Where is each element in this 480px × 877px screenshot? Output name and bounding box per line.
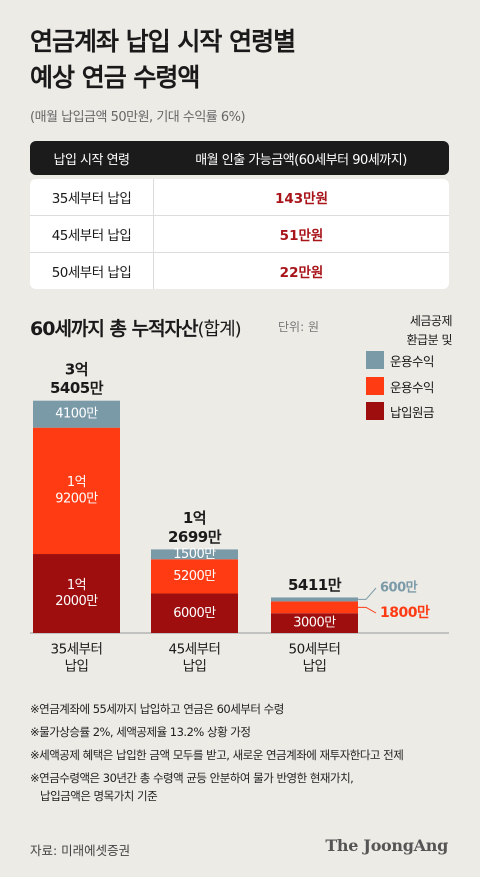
chart-title-main: 60세까지 총 누적자산: [30, 318, 199, 340]
brand-logo: The JoongAng: [325, 836, 448, 855]
segment-label: 3000만: [293, 616, 336, 631]
segment-label: 1억: [67, 578, 86, 593]
bar-segment: [151, 559, 238, 594]
category-label: 납입: [183, 658, 207, 674]
segment-label: 5200만: [173, 569, 216, 584]
bar-segment: [271, 613, 358, 633]
legend-label: 납입원금: [390, 404, 435, 420]
segment-label: 2000만: [55, 594, 98, 609]
total-label: 5411만: [288, 576, 342, 594]
chart-unit: 단위: 원: [278, 320, 319, 334]
bar-segment: [33, 554, 120, 633]
table-row: 45세부터 납입 51만원: [30, 216, 449, 253]
table-cell-amount: 143만원: [153, 179, 449, 215]
table-cell-amount: 22만원: [153, 253, 449, 289]
title-line-1: 연금계좌 납입 시작 연령별: [30, 27, 296, 56]
bar-segment: [271, 601, 358, 614]
bar-segment: [33, 400, 120, 428]
segment-label: 6000만: [173, 606, 216, 621]
total-label: 2699만: [168, 528, 222, 546]
callout-line: [358, 606, 377, 614]
legend-swatch: [366, 351, 384, 369]
table-body: 35세부터 납입 143만원 45세부터 납입 51만원 50세부터 납입 22…: [30, 179, 449, 289]
total-label: 5405만: [50, 379, 104, 397]
legend-heading-line2: 환급분 및: [406, 333, 453, 347]
legend-swatch: [366, 377, 384, 395]
bar-segment: [151, 593, 238, 633]
footnote-line: ※물가상승률 2%, 세액공제율 13.2% 상황 가정: [30, 725, 251, 739]
footnote: ※연금계좌에 55세까지 납입하고 연금은 60세부터 수령: [30, 700, 403, 718]
table-row: 50세부터 납입 22만원: [30, 253, 449, 289]
legend-item-returns: 운용수익: [366, 377, 435, 395]
table-header: 납입 시작 연령 매월 인출 가능금액(60세부터 90세까지): [30, 141, 449, 175]
bar-segment: [151, 549, 238, 560]
source-credit: 자료: 미래에셋증권: [30, 843, 131, 858]
segment-label: 1억: [67, 475, 86, 490]
footnote-line: ※연금수령액은 30년간 총 수령액 균등 안분하여 물가 반영한 현재가치,: [30, 771, 354, 785]
chart-title-paren: (합계): [197, 319, 242, 340]
segment-label: 9200만: [55, 491, 98, 506]
table-header-age: 납입 시작 연령: [53, 152, 130, 168]
legend-swatch: [366, 402, 384, 420]
category-label: 50세부터: [289, 642, 341, 658]
legend-heading-line1: 세금공제: [409, 314, 453, 328]
footnote: ※물가상승률 2%, 세액공제율 13.2% 상황 가정: [30, 723, 403, 741]
table-cell-amount: 51만원: [153, 216, 449, 252]
table-cell-age: 35세부터 납입: [51, 191, 132, 207]
footnote-line: ※세액공제 혜택은 납입한 금액 모두를 받고, 새로운 연금계좌에 재투자한다…: [30, 748, 404, 762]
footnote-line: 납입금액은 명목가치 기준: [40, 789, 158, 803]
segment-label: 600만: [380, 580, 418, 596]
legend-heading: 세금공제 환급분 및: [382, 312, 453, 350]
category-label: 납입: [303, 658, 327, 674]
table-header-amount: 매월 인출 가능금액(60세부터 90세까지): [195, 152, 407, 168]
legend-item-tax-refund: 운용수익: [366, 351, 435, 369]
segment-label: 4100만: [55, 407, 98, 422]
pension-table: 납입 시작 연령 매월 인출 가능금액(60세부터 90세까지) 35세부터 납…: [30, 141, 449, 289]
table-cell-age: 50세부터 납입: [51, 265, 132, 281]
legend-label: 운용수익: [390, 353, 435, 369]
table-row: 35세부터 납입 143만원: [30, 179, 449, 216]
category-label: 납입: [65, 658, 89, 674]
footnotes: ※연금계좌에 55세까지 납입하고 연금은 60세부터 수령 ※물가상승률 2%…: [30, 700, 404, 810]
page-title: 연금계좌 납입 시작 연령별 예상 연금 수령액: [30, 24, 296, 96]
bar-segment: [271, 597, 358, 602]
segment-label: 1800만: [380, 605, 430, 621]
title-line-2: 예상 연금 수령액: [30, 63, 200, 92]
category-label: 45세부터: [169, 642, 221, 658]
footnote: ※세액공제 혜택은 납입한 금액 모두를 받고, 새로운 연금계좌에 재투자한다…: [30, 746, 404, 764]
bar-segment: [33, 427, 120, 555]
category-label: 35세부터: [51, 642, 103, 658]
segment-label: 1500만: [173, 547, 216, 562]
total-label: 3억: [65, 360, 88, 378]
legend-label: 운용수익: [390, 379, 435, 395]
chart-title: 60세까지 총 누적자산(합계): [30, 314, 242, 341]
footnote: ※연금수령액은 30년간 총 수령액 균등 안분하여 물가 반영한 현재가치, …: [30, 769, 403, 805]
legend-item-principal: 납입원금: [366, 402, 435, 420]
total-label: 1억: [183, 509, 206, 527]
subtitle: (매월 납입금액 50만원, 기대 수익률 6%): [30, 110, 246, 125]
table-cell-age: 45세부터 납입: [51, 228, 132, 244]
footnote-line: ※연금계좌에 55세까지 납입하고 연금은 60세부터 수령: [30, 702, 284, 716]
callout-line: [358, 587, 377, 600]
